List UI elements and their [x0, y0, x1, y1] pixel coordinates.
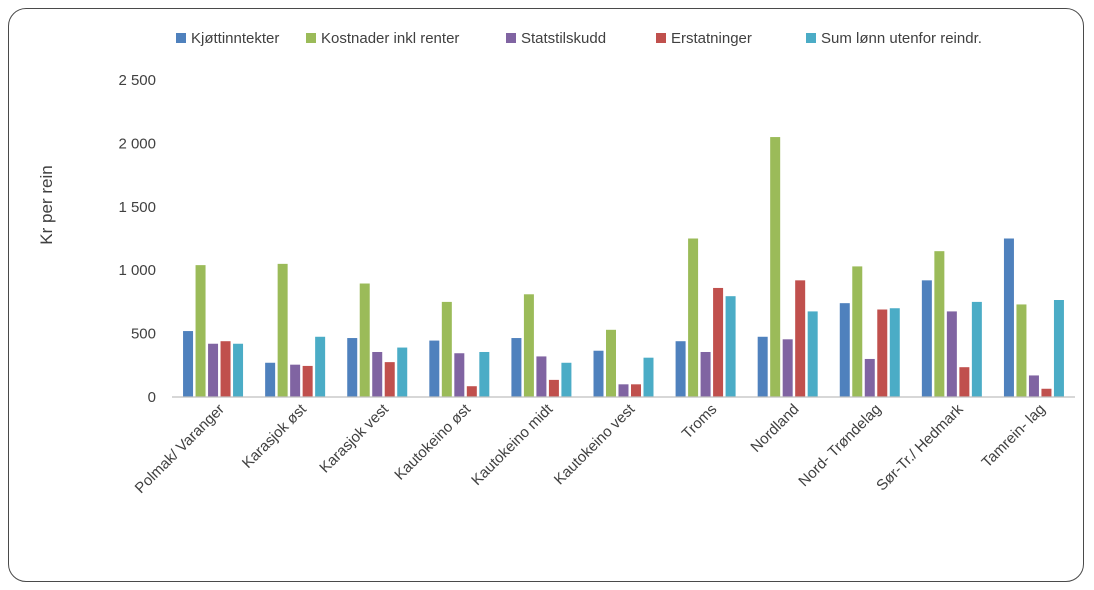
bar — [1003, 238, 1014, 397]
y-tick-label: 1 000 — [118, 262, 156, 279]
bar — [1041, 388, 1052, 397]
bar — [921, 280, 932, 397]
y-tick-label: 0 — [148, 389, 156, 406]
bar — [1053, 300, 1064, 397]
bar — [429, 340, 440, 397]
legend-label: Kjøttinntekter — [191, 30, 279, 47]
bar — [713, 287, 724, 397]
legend-swatch — [176, 33, 186, 43]
bar — [302, 365, 313, 397]
bar — [536, 356, 547, 397]
bar — [688, 238, 699, 397]
bar — [359, 283, 370, 397]
y-axis: 0 500 1 000 1 500 2 000 2 500 — [118, 72, 156, 406]
y-axis-label: Kr per rein — [37, 165, 56, 244]
bar — [770, 137, 781, 397]
bars — [183, 137, 1064, 397]
bar — [700, 351, 711, 397]
legend-swatch — [806, 33, 816, 43]
bar — [864, 358, 875, 397]
bar — [593, 350, 604, 397]
y-tick-label: 1 500 — [118, 199, 156, 216]
bar — [795, 280, 806, 397]
bar — [441, 301, 452, 397]
chart-frame — [8, 8, 1084, 582]
legend-swatch — [306, 33, 316, 43]
x-category-label: Karasjok vest — [316, 400, 392, 476]
bar — [220, 341, 231, 397]
legend: Kjøttinntekter Kostnader inkl renter Stats… — [176, 30, 982, 47]
y-tick-label: 2 500 — [118, 72, 156, 89]
x-category-label: Kautokeino vest — [551, 400, 639, 488]
bar — [971, 301, 982, 397]
bar — [277, 263, 288, 397]
bar — [548, 379, 559, 397]
bar — [807, 311, 818, 397]
bar — [561, 362, 572, 397]
bar — [618, 384, 629, 397]
bar — [372, 351, 383, 397]
bar — [889, 308, 900, 397]
bar — [347, 338, 358, 397]
y-tick-label: 500 — [131, 326, 156, 343]
x-category-label: Kautokeino midt — [468, 400, 557, 489]
bar — [233, 343, 244, 397]
bar — [397, 347, 408, 397]
x-category-label: Tamrein- lag — [978, 401, 1048, 471]
bar — [757, 336, 768, 397]
bar — [479, 351, 490, 397]
bar — [195, 265, 206, 397]
x-category-label: Karasjok øst — [239, 400, 311, 472]
x-category-label: Kautokeino øst — [391, 400, 474, 483]
x-category-label: Nordland — [747, 401, 802, 456]
legend-label: Kostnader inkl renter — [321, 30, 459, 47]
bar — [782, 339, 793, 397]
x-axis-categories: Polmak/ Varanger Karasjok øst Karasjok ves… — [132, 400, 1049, 497]
bar — [852, 266, 863, 397]
bar — [454, 353, 465, 397]
bar — [1028, 375, 1039, 397]
bar — [934, 251, 945, 397]
bar — [606, 329, 616, 397]
bar — [208, 343, 219, 397]
legend-label: Sum lønn utenfor reindr. — [821, 30, 982, 47]
bar — [290, 364, 301, 397]
bar — [183, 331, 194, 397]
bar — [384, 362, 395, 397]
bar — [946, 311, 957, 397]
legend-label: Statstilskudd — [521, 30, 606, 47]
legend-swatch — [656, 33, 666, 43]
bar — [315, 336, 326, 397]
bar — [466, 386, 477, 397]
bar — [675, 341, 686, 397]
x-category-label: Sør-Tr./ Hedmark — [873, 400, 967, 494]
x-category-label: Polmak/ Varanger — [132, 401, 228, 497]
y-tick-label: 2 000 — [118, 135, 156, 152]
bar — [631, 384, 641, 397]
bar — [511, 338, 522, 397]
legend-label: Erstatninger — [671, 30, 752, 47]
legend-swatch — [506, 33, 516, 43]
bar — [643, 357, 654, 397]
bar — [959, 367, 970, 397]
bar — [725, 296, 736, 397]
x-category-label: Nord- Trøndelag — [795, 401, 884, 490]
bar — [523, 294, 534, 397]
bar — [1016, 304, 1027, 397]
bar — [839, 303, 850, 397]
bar — [265, 362, 276, 397]
x-category-label: Troms — [679, 401, 721, 443]
bar — [877, 309, 888, 397]
